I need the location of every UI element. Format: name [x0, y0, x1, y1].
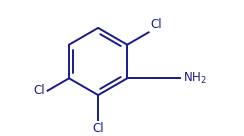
Text: Cl: Cl: [92, 122, 104, 135]
Text: Cl: Cl: [33, 84, 45, 97]
Text: NH$_2$: NH$_2$: [183, 71, 207, 86]
Text: Cl: Cl: [151, 18, 162, 31]
